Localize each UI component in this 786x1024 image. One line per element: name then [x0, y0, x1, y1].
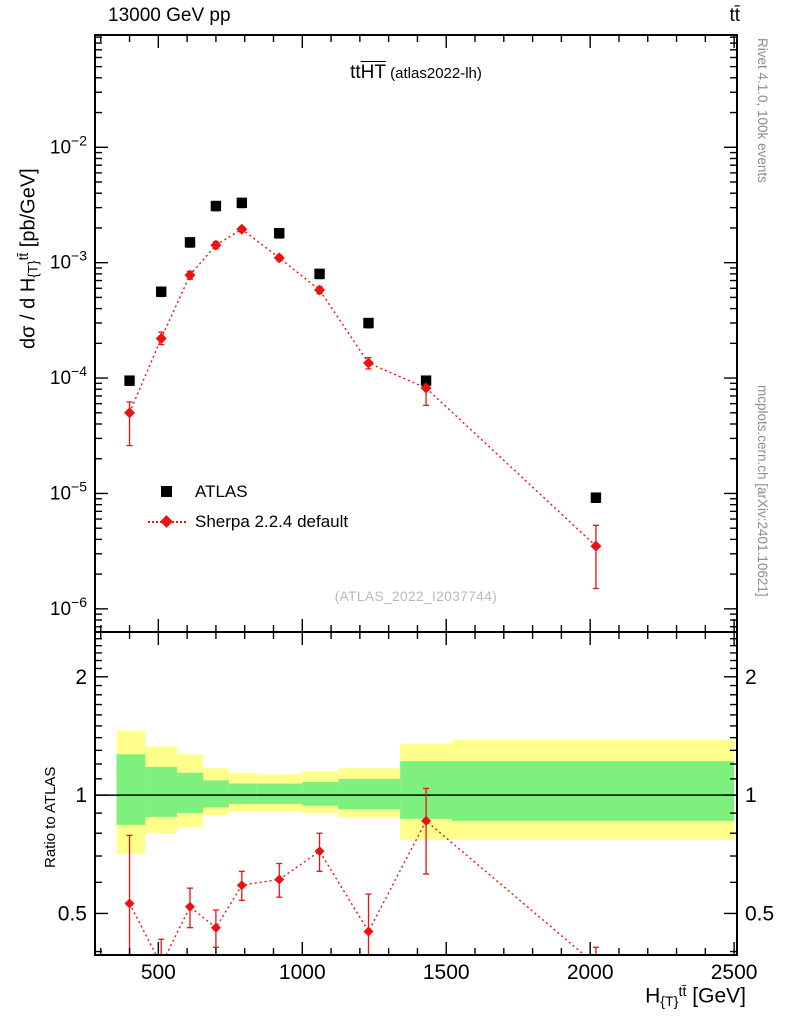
sherpa-data-point: [590, 540, 602, 552]
x-axis-title: H{T}tt̄ [GeV]: [645, 984, 746, 1010]
green-uncertainty-band: [256, 783, 303, 804]
atlas-data-point: [363, 317, 374, 329]
y-tick-label: 10−5: [50, 478, 87, 504]
sherpa-data-point: [314, 284, 326, 296]
green-uncertainty-band: [116, 754, 146, 825]
sherpa-data-point: [155, 333, 167, 345]
ratio-series: [124, 787, 599, 955]
atlas-data-point: [590, 492, 602, 503]
analysis-watermark: (ATLAS_2022_I2037744): [334, 589, 498, 604]
ratio-data-point: [210, 922, 221, 933]
title-observable: HT: [360, 62, 386, 83]
atlas-data-point: [156, 286, 167, 297]
ratio-tick-label-right: 0.5: [745, 902, 774, 925]
sherpa-data-point: [236, 223, 248, 235]
x-tick-label: 500: [141, 961, 176, 984]
sherpa-data-point: [273, 252, 285, 264]
atlas-data-point: [124, 375, 135, 386]
ratio-data-point: [274, 874, 285, 885]
green-uncertainty-band: [338, 778, 401, 810]
ratio-bands: [116, 730, 735, 854]
x-axis-title-subscript: {T}: [660, 994, 679, 1011]
atlas-data-point: [236, 197, 248, 209]
x-axis-title-superscript: tt̄: [678, 984, 687, 1000]
green-uncertainty-band: [302, 781, 339, 806]
legend-entry-sherpa: Sherpa 2.2.4 default: [148, 507, 348, 537]
atlas-data-point: [274, 228, 285, 239]
legend-marker-cell: [148, 485, 186, 499]
atlas-data-point: [314, 268, 325, 280]
ratio-tick-label-left: 1: [75, 784, 87, 807]
ratio-data-point: [421, 815, 432, 826]
ratio-tick-label-right: 2: [745, 666, 757, 689]
x-tick-label: 2500: [711, 961, 758, 984]
ratio-data-point: [363, 926, 374, 937]
x-tick-label: 1500: [423, 961, 470, 984]
ratio-panel-frame: [94, 631, 738, 956]
legend-label-atlas: ATLAS: [195, 482, 248, 501]
legend: ATLAS Sherpa 2.2.4 default: [148, 477, 348, 537]
ratio-tick-label-left: 2: [75, 666, 87, 689]
green-uncertainty-band: [177, 772, 203, 814]
ratio-data-point: [124, 898, 135, 909]
sherpa-diamond-marker: [160, 515, 173, 528]
top-panel-frame: [94, 34, 738, 633]
top-panel-series: [124, 197, 602, 590]
x-tick-label: 2000: [567, 961, 614, 984]
rivet-version-note: Rivet 4.1.0, 100k events: [755, 38, 770, 183]
legend-marker-cell: [148, 515, 186, 529]
ticks: [95, 35, 737, 955]
y-tick-label: 10−6: [50, 594, 87, 620]
ratio-data-point: [314, 846, 325, 857]
ratio-data-point: [236, 880, 247, 891]
green-uncertainty-band: [202, 780, 229, 808]
x-tick-label: 1000: [279, 961, 326, 984]
x-axis-title-unit: [GeV]: [686, 984, 746, 1008]
sherpa-line: [128, 228, 597, 547]
atlas-data-point: [184, 237, 196, 248]
sherpa-data-point: [420, 382, 432, 394]
beam-energy-label: 13000 GeV pp: [108, 5, 231, 26]
y-tick-label: 10−2: [50, 132, 87, 158]
y-axis-title-superscript: tt̄: [16, 252, 31, 261]
ratio-data-point: [185, 901, 196, 912]
y-axis-title-text: dσ / d H: [17, 277, 40, 349]
sherpa-data-point: [184, 269, 196, 281]
y-axis-title-subscript: {T}: [25, 260, 41, 278]
mcplots-reference-note: mcplots.cern.ch [arXiv:2401.10621]: [755, 385, 770, 597]
plot-title: ttHT (atlas2022-lh): [95, 62, 737, 84]
ratio-tick-label-right: 1: [745, 784, 757, 807]
x-axis-title-text: H: [645, 984, 661, 1008]
legend-entry-atlas: ATLAS: [148, 477, 348, 507]
atlas-data-point: [420, 375, 432, 386]
tick-labels: 10−210−310−410−510−60.5 0.51 12 2500 1000 150…: [50, 132, 774, 984]
green-uncertainty-band: [228, 783, 257, 804]
process-label: tt̄: [729, 5, 740, 26]
y-axis-title-unit: [pb/GeV]: [17, 168, 40, 253]
green-uncertainty-band: [451, 761, 735, 821]
legend-label-sherpa: Sherpa 2.2.4 default: [195, 512, 349, 531]
atlas-square-marker: [161, 486, 172, 497]
ratio-tick-label-left: 0.5: [58, 902, 87, 925]
sherpa-data-point: [362, 357, 374, 369]
sherpa-data-point: [210, 239, 222, 251]
sherpa-data-point: [124, 407, 136, 419]
green-uncertainty-band: [145, 766, 178, 817]
y-axis-title-top: dσ / d H{T}tt̄ [pb/GeV]: [16, 168, 41, 349]
title-analysis: (atlas2022-lh): [386, 65, 482, 82]
y-tick-label: 10−3: [50, 248, 87, 274]
y-tick-label: 10−4: [50, 363, 87, 389]
title-prefix: tt: [350, 62, 361, 83]
atlas-data-point: [210, 200, 222, 212]
ratio-line: [128, 819, 586, 955]
y-axis-title-ratio: Ratio to ATLAS: [42, 766, 59, 868]
